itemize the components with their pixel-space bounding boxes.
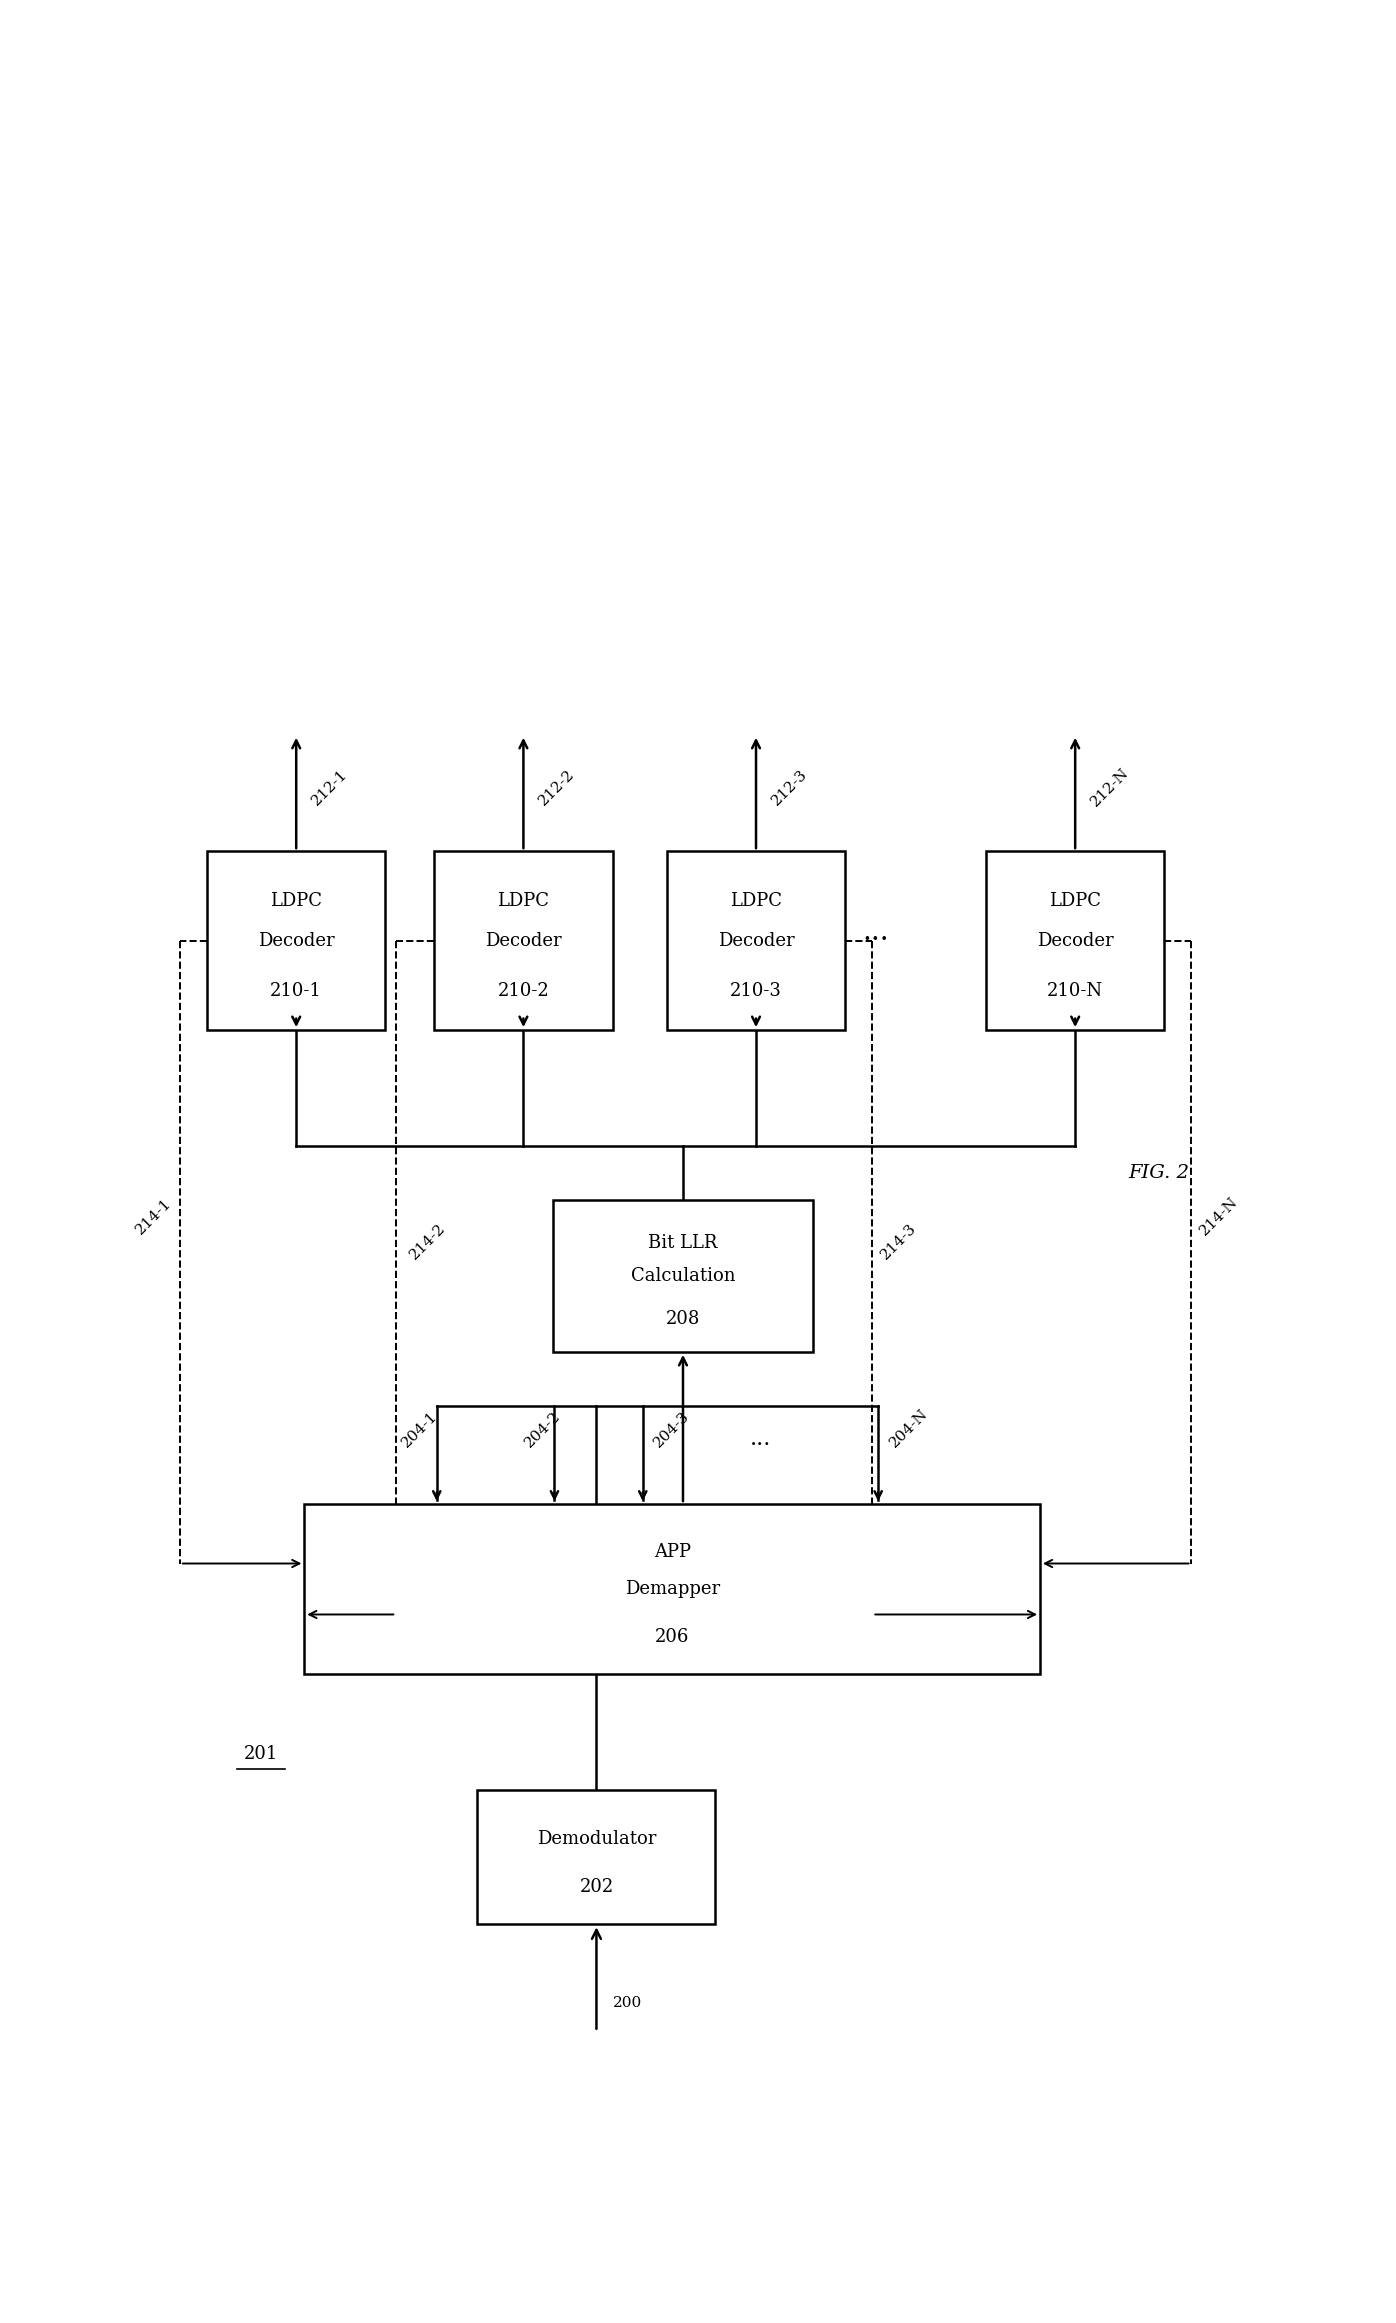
Text: Demapper: Demapper (624, 1580, 720, 1598)
Text: LDPC: LDPC (1050, 892, 1101, 911)
Text: Bit LLR: Bit LLR (648, 1234, 718, 1252)
Text: 201: 201 (244, 1745, 278, 1763)
Text: 212-2: 212-2 (536, 767, 578, 808)
Text: Demodulator: Demodulator (536, 1831, 656, 1847)
Text: ···: ··· (750, 1433, 771, 1457)
Text: 212-3: 212-3 (769, 767, 810, 808)
Text: ···: ··· (863, 927, 889, 955)
Text: 214-N: 214-N (1196, 1194, 1241, 1238)
Bar (207, 850, 385, 1029)
Text: 208: 208 (666, 1310, 701, 1326)
Text: LDPC: LDPC (730, 892, 782, 911)
Bar (304, 1503, 1040, 1675)
Text: 200: 200 (613, 1995, 642, 2009)
Text: LDPC: LDPC (271, 892, 322, 911)
Text: 212-N: 212-N (1087, 764, 1132, 808)
Text: Calculation: Calculation (631, 1266, 736, 1285)
Text: 210-1: 210-1 (271, 983, 322, 999)
Bar (553, 1201, 812, 1352)
Text: 210-N: 210-N (1047, 983, 1103, 999)
Text: Decoder: Decoder (718, 932, 794, 950)
Text: Decoder: Decoder (1037, 932, 1114, 950)
Text: 214-3: 214-3 (878, 1222, 919, 1261)
Text: APP: APP (653, 1542, 691, 1561)
Text: 202: 202 (579, 1877, 614, 1896)
Text: 204-N: 204-N (886, 1408, 930, 1450)
Text: LDPC: LDPC (497, 892, 550, 911)
Bar (434, 850, 613, 1029)
Bar (667, 850, 846, 1029)
Text: Decoder: Decoder (258, 932, 335, 950)
Text: 214-1: 214-1 (134, 1196, 174, 1236)
Text: 206: 206 (655, 1628, 690, 1645)
Bar (986, 850, 1164, 1029)
Text: 204-2: 204-2 (522, 1410, 563, 1450)
Text: 214-2: 214-2 (408, 1222, 448, 1261)
Text: 204-3: 204-3 (652, 1410, 692, 1450)
Text: 212-1: 212-1 (309, 767, 350, 808)
Text: FIG. 2: FIG. 2 (1128, 1164, 1189, 1182)
Text: 210-2: 210-2 (497, 983, 549, 999)
Text: 210-3: 210-3 (730, 983, 782, 999)
Text: Decoder: Decoder (484, 932, 561, 950)
Text: 204-1: 204-1 (399, 1410, 440, 1450)
Bar (477, 1791, 716, 1923)
